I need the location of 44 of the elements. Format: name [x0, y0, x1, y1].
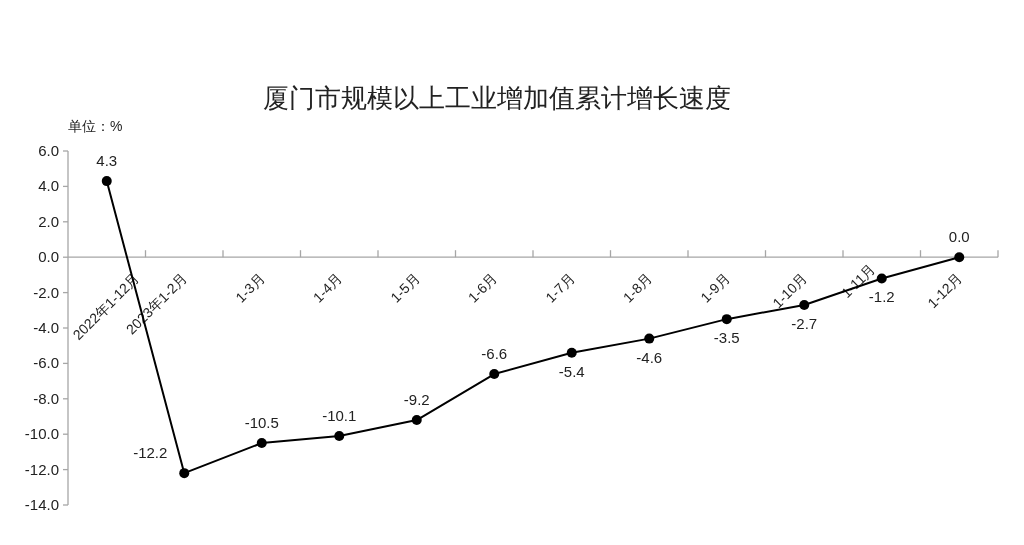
point	[256, 438, 267, 449]
point	[799, 299, 810, 310]
y-tick-label: -12.0	[24, 460, 59, 478]
y-tick-label: -4.0	[33, 319, 59, 336]
point	[876, 273, 887, 284]
data-label: -10.1	[322, 406, 357, 424]
x-tick-label: 1-7月	[542, 270, 578, 306]
data-label: -10.5	[244, 414, 279, 432]
point	[334, 430, 345, 441]
point	[954, 252, 965, 263]
data-label: -6.6	[481, 345, 508, 363]
x-tick-label: 1-4月	[309, 270, 346, 306]
y-tick-label: 6.0	[38, 142, 59, 159]
data-label: -9.2	[403, 391, 430, 409]
point	[721, 314, 732, 325]
data-label: 0.0	[948, 228, 970, 246]
x-tick-label: 1-5月	[387, 270, 423, 306]
y-tick-label: -6.0	[33, 354, 59, 372]
y-tick-label: -14.0	[24, 496, 59, 513]
x-tick-label: 1-9月	[697, 270, 733, 306]
data-label: -3.5	[713, 329, 740, 347]
y-tick-label: 4.0	[38, 177, 59, 195]
chart-title: 厦门市规模以上工业增加值累计增长速度	[263, 83, 731, 113]
data-label: 4.3	[96, 152, 118, 170]
point	[644, 333, 655, 344]
x-tick-label: 1-6月	[464, 270, 501, 306]
y-axis-title: 单位：%	[68, 118, 123, 134]
y-tick-label: -8.0	[33, 389, 59, 407]
data-label: -12.2	[133, 444, 168, 462]
point	[566, 347, 577, 358]
data-label: -1.2	[868, 288, 895, 306]
x-tick-label: 1-8月	[619, 270, 656, 306]
data-label: -2.7	[791, 314, 818, 332]
point	[411, 415, 422, 426]
point	[179, 468, 190, 479]
y-tick-label: 0.0	[38, 248, 59, 266]
point	[489, 369, 500, 380]
y-tick-label: 2.0	[38, 212, 59, 230]
data-label: -5.4	[558, 362, 585, 380]
x-tick-label: 1-3月	[232, 270, 268, 306]
data-label: -4.6	[636, 348, 663, 366]
y-tick-label: -2.0	[33, 283, 59, 301]
point	[101, 176, 112, 187]
y-tick-label: -10.0	[24, 425, 59, 443]
